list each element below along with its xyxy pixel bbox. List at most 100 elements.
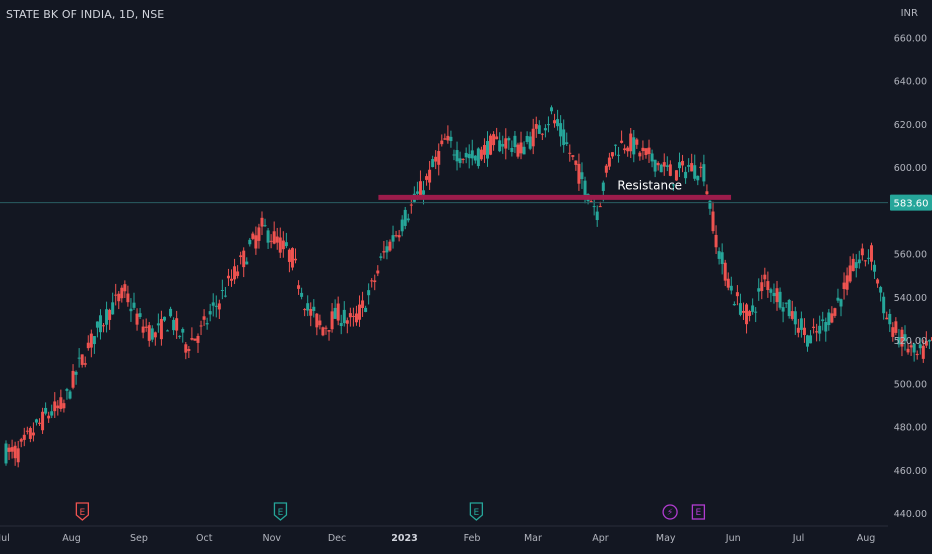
candle-body: [260, 218, 263, 227]
candle-body: [245, 262, 248, 265]
candle-body: [264, 225, 267, 226]
candle-body: [849, 265, 852, 281]
candle-body: [550, 107, 553, 111]
candle-body: [212, 302, 215, 305]
candle-body: [629, 134, 632, 152]
candle-body: [529, 136, 532, 148]
candle-body: [139, 313, 142, 317]
last-price-value: 583.60: [894, 199, 929, 210]
candle-body: [285, 242, 288, 246]
y-tick-label: 540.00: [894, 293, 927, 304]
candle-body: [727, 279, 730, 288]
candle-body: [468, 154, 471, 158]
candle-body: [193, 339, 196, 341]
candle-body: [148, 325, 151, 341]
candle-body: [26, 431, 29, 432]
candle-body: [331, 311, 334, 329]
event-label: ⚡: [667, 508, 673, 518]
candle-body: [209, 311, 212, 314]
candle-body: [62, 403, 65, 408]
candle-body: [142, 327, 145, 333]
candle-body: [349, 313, 352, 317]
candle-body: [99, 315, 102, 332]
candle-body: [242, 251, 245, 267]
candle-body: [608, 158, 611, 167]
candle-body: [876, 279, 879, 283]
y-tick-label: 600.00: [894, 163, 927, 174]
candle-body: [181, 329, 184, 333]
candle-body: [739, 303, 742, 315]
candle-body: [206, 323, 209, 324]
candle-body: [870, 245, 873, 261]
candle-body: [516, 145, 519, 157]
candle-body: [14, 446, 17, 458]
candle-body: [733, 304, 736, 305]
candle-body: [160, 319, 163, 339]
candle-body: [282, 241, 285, 250]
candle-body: [657, 163, 660, 165]
candle-body: [248, 240, 251, 244]
candle-body: [821, 319, 824, 321]
x-tick-label: Aug: [62, 533, 81, 544]
candle-body: [513, 136, 516, 147]
candle-body: [120, 288, 123, 298]
candle-body: [696, 176, 699, 180]
candle-body: [346, 320, 349, 323]
candle-body: [8, 448, 11, 452]
candle-body: [520, 142, 523, 153]
candle-body: [65, 389, 68, 391]
candle-body: [291, 248, 294, 267]
event-label: E: [278, 508, 284, 518]
candle-body: [422, 190, 425, 194]
candle-body: [699, 167, 702, 168]
candle-body: [449, 137, 452, 141]
candle-body: [309, 309, 312, 316]
candle-body: [593, 206, 596, 207]
candle-body: [666, 165, 669, 167]
candle-body: [641, 148, 644, 151]
candle-body: [486, 141, 489, 159]
candle-body: [251, 234, 254, 239]
candle-body: [257, 227, 260, 240]
candle-body: [352, 316, 355, 317]
candle-body: [715, 235, 718, 247]
candle-body: [151, 328, 154, 339]
candle-body: [270, 241, 273, 242]
candle-body: [489, 136, 492, 155]
candle-body: [611, 152, 614, 156]
candle-body: [75, 372, 78, 375]
candle-body: [114, 295, 117, 296]
candle-body: [577, 164, 580, 184]
candle-body: [745, 304, 748, 324]
candle-body: [843, 283, 846, 289]
candle-body: [434, 157, 437, 162]
candle-body: [562, 129, 565, 145]
candle-body: [370, 280, 373, 281]
y-tick-label: 500.00: [894, 379, 927, 390]
candle-body: [78, 358, 81, 359]
candle-body: [126, 294, 129, 303]
candle-body: [105, 309, 108, 325]
candle-body: [754, 312, 757, 313]
candle-body: [50, 411, 53, 415]
candle-body: [617, 155, 620, 156]
candle-body: [638, 153, 641, 157]
candle-body: [596, 212, 599, 220]
candle-body: [681, 161, 684, 166]
candle-body: [498, 140, 501, 151]
candle-body: [318, 321, 321, 326]
candle-body: [276, 237, 279, 243]
candle-body: [730, 286, 733, 291]
candle-body: [364, 308, 367, 312]
candle-body: [53, 401, 56, 411]
candle-body: [376, 271, 379, 274]
candle-body: [614, 145, 617, 146]
candle-body: [29, 428, 32, 439]
candle-body: [824, 322, 827, 331]
candle-body: [190, 338, 193, 340]
x-tick-label: Mar: [524, 533, 542, 544]
candle-body: [123, 284, 126, 291]
